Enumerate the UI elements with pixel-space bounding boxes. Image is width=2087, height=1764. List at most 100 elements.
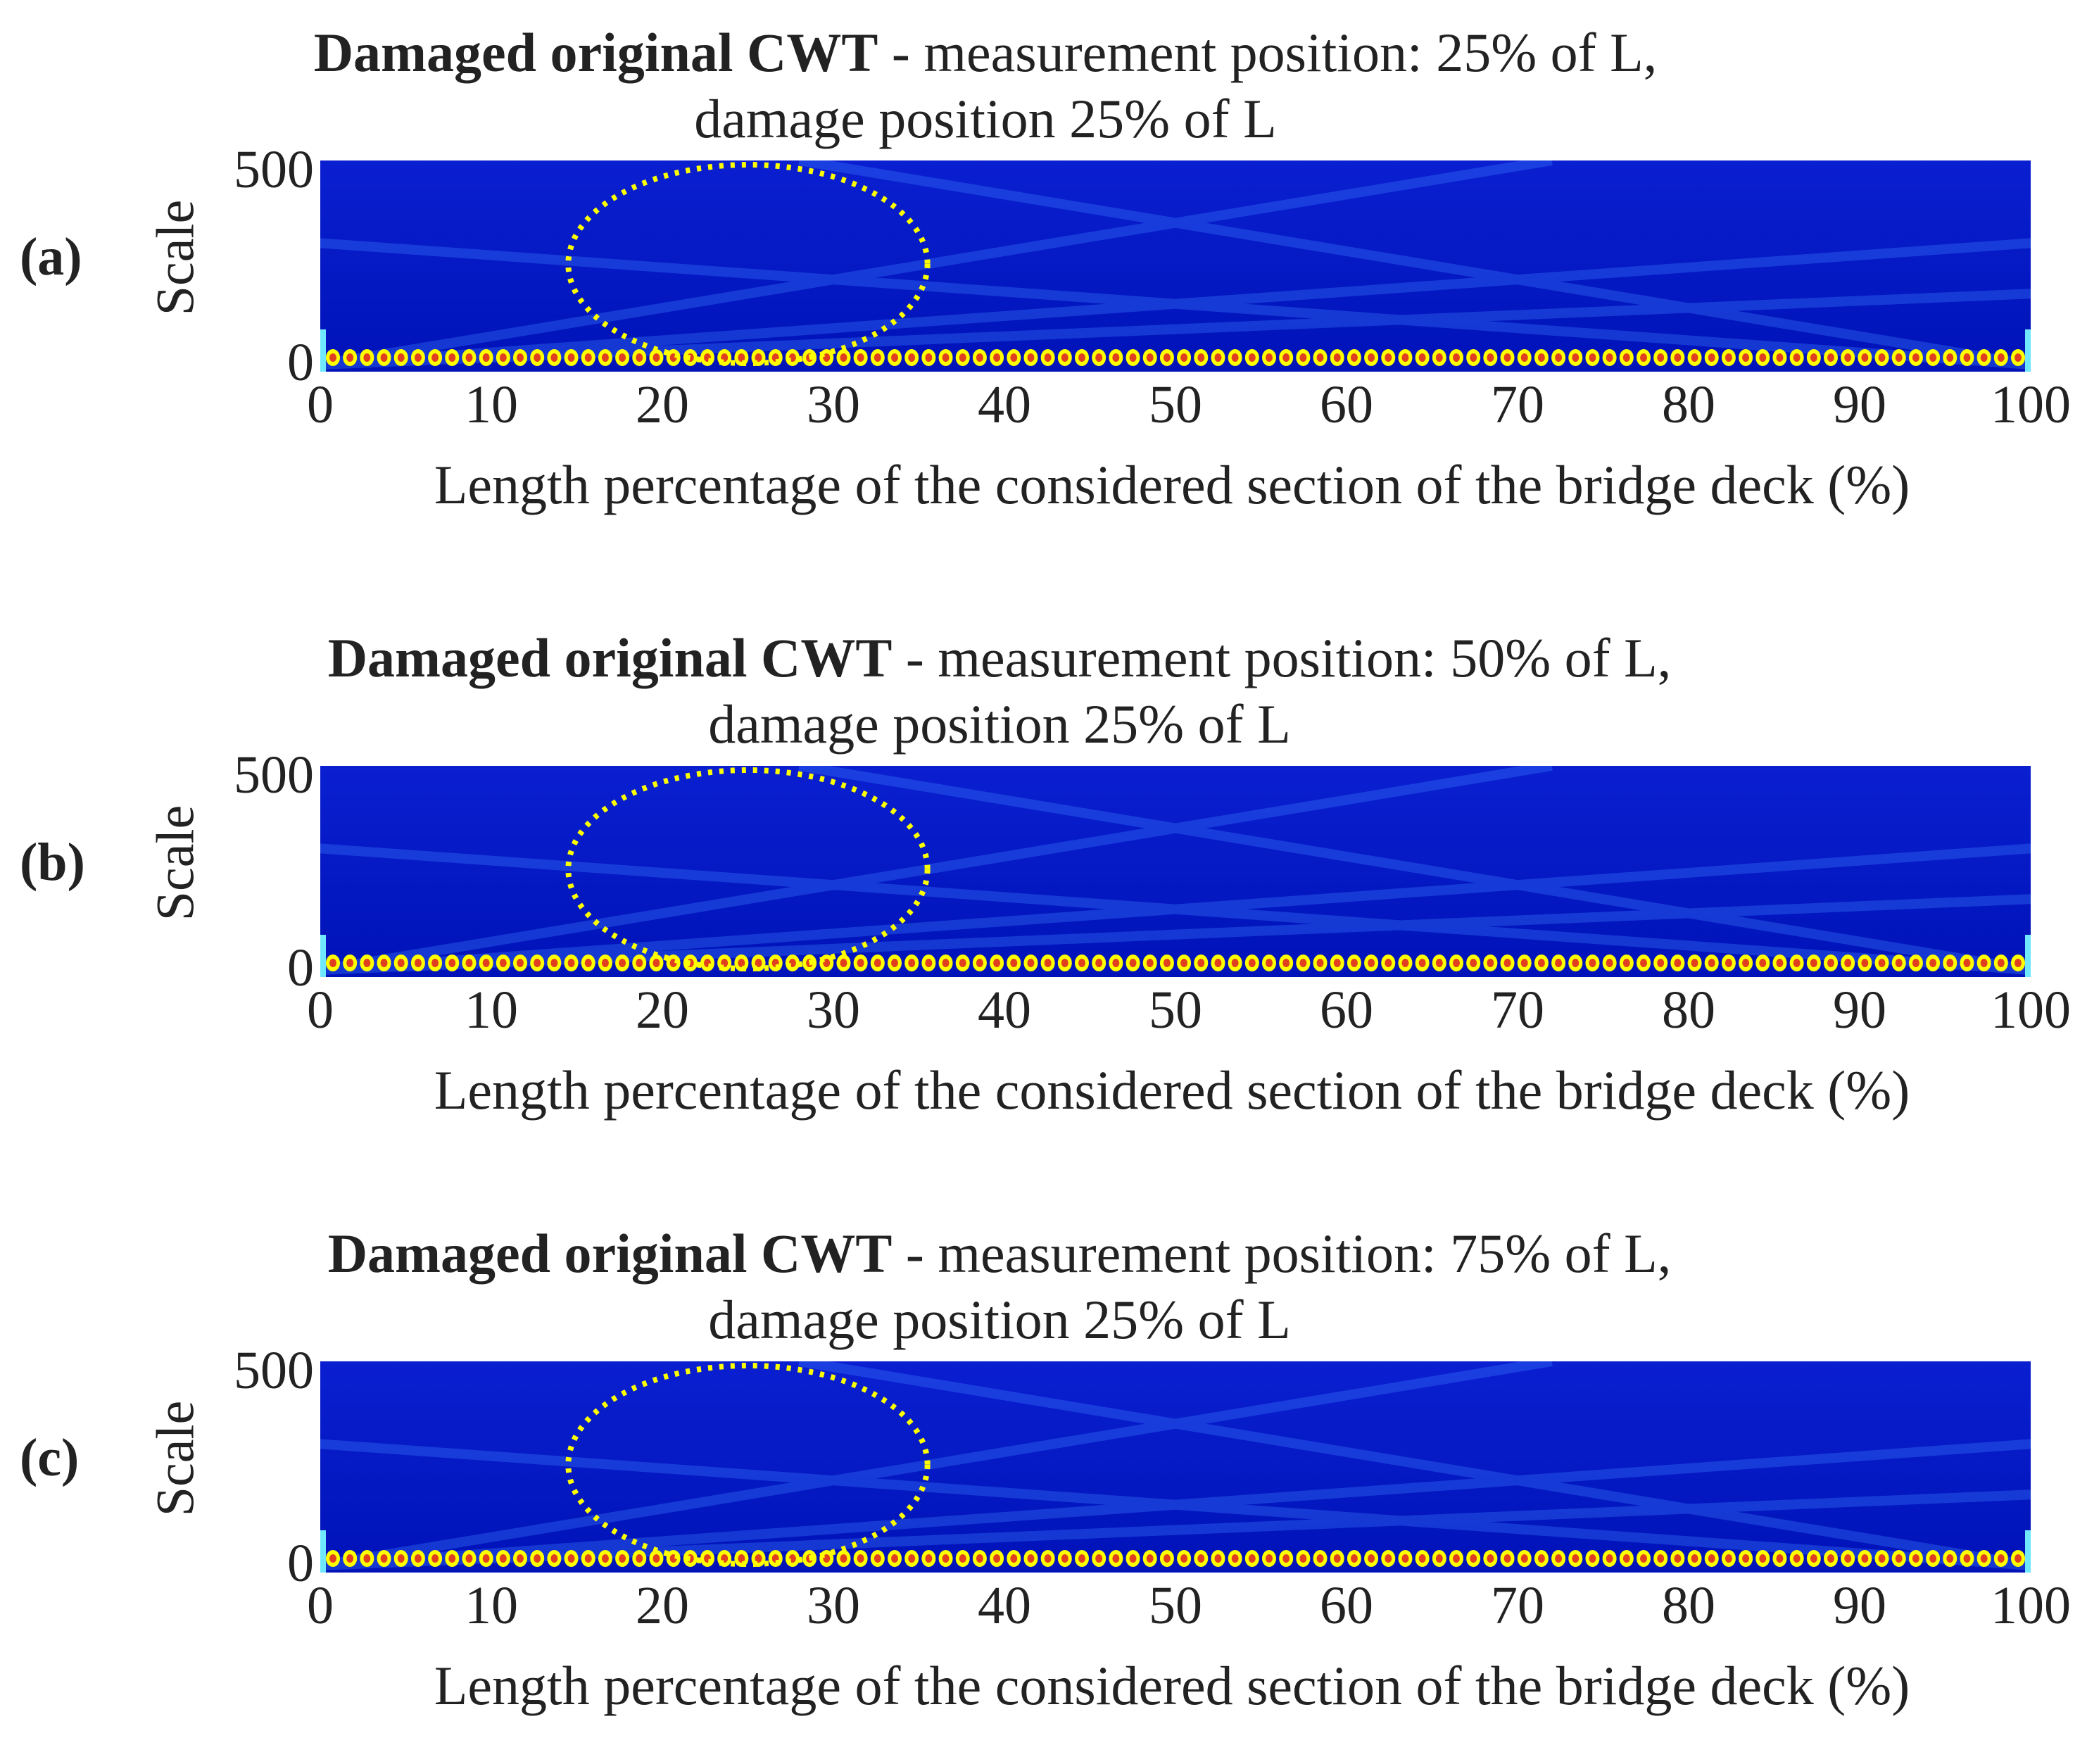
- oscillation-dot-core: [1282, 1554, 1290, 1563]
- oscillation-dot-core: [534, 959, 541, 967]
- oscillation-dot-core: [1044, 353, 1052, 362]
- damage-region-ellipse: [565, 767, 931, 971]
- chart-title: Damaged original CWT - measurement posit…: [0, 1221, 2087, 1353]
- oscillation-dot-core: [1742, 1554, 1750, 1563]
- oscillation-dot-core: [1350, 959, 1358, 967]
- oscillation-dot-core: [1231, 959, 1239, 967]
- x-tick-label: 40: [978, 375, 1031, 434]
- oscillation-dot-core: [1810, 353, 1817, 362]
- oscillation-dot-core: [1997, 353, 2005, 362]
- oscillation-dot-core: [1742, 353, 1750, 362]
- oscillation-dot-core: [1078, 959, 1085, 967]
- oscillation-dot-core: [329, 1554, 336, 1563]
- x-tick-label: 10: [465, 1576, 518, 1635]
- low-scale-oscillation-band: [326, 349, 2025, 366]
- oscillation-dot-core: [1163, 1554, 1171, 1563]
- oscillation-dot-core: [755, 959, 762, 967]
- oscillation-dot-core: [840, 1554, 847, 1563]
- oscillation-dot-core: [1044, 1554, 1052, 1563]
- oscillation-dot-core: [1929, 353, 1937, 362]
- oscillation-dot-core: [550, 1554, 558, 1563]
- oscillation-dot-core: [448, 959, 456, 967]
- oscillation-dot-core: [1520, 353, 1528, 362]
- x-axis-label: Length percentage of the considered sect…: [434, 454, 1910, 515]
- oscillation-dot-core: [857, 959, 864, 967]
- cwt-heatmap-plot: [320, 160, 2031, 372]
- oscillation-dot-core: [1214, 1554, 1222, 1563]
- oscillation-dot-core: [601, 353, 609, 362]
- oscillation-dot-core: [1793, 959, 1801, 967]
- chart-title-line2: damage position 25% of L: [694, 88, 1277, 149]
- oscillation-dot-core: [1248, 1554, 1256, 1563]
- x-tick-label: 50: [1149, 981, 1202, 1040]
- oscillation-dot-core: [363, 959, 371, 967]
- oscillation-dot-core: [1401, 353, 1409, 362]
- oscillation-dot-core: [1674, 959, 1682, 967]
- oscillation-dot-core: [874, 353, 881, 362]
- oscillation-dot-core: [1180, 959, 1188, 967]
- y-axis-label: Scale: [146, 199, 206, 316]
- chart-title-rest: - measurement position: 75% of L,: [892, 1223, 1672, 1284]
- oscillation-dot-core: [1350, 353, 1358, 362]
- oscillation-dot-core: [1827, 959, 1834, 967]
- oscillation-dot-core: [993, 959, 1001, 967]
- low-scale-oscillation-band: [326, 1550, 2025, 1567]
- oscillation-dot-core: [397, 959, 405, 967]
- oscillation-dot-core: [431, 1554, 439, 1563]
- oscillation-dot-core: [1640, 959, 1647, 967]
- oscillation-dot-core: [1333, 959, 1341, 967]
- oscillation-dot-core: [1146, 1554, 1154, 1563]
- oscillation-dot-core: [1385, 959, 1392, 967]
- oscillation-dot-core: [1810, 1554, 1817, 1563]
- oscillation-dot-core: [1112, 959, 1120, 967]
- oscillation-dot-core: [1844, 1554, 1852, 1563]
- oscillation-dot-core: [1606, 353, 1613, 362]
- oscillation-dot-core: [1027, 1554, 1035, 1563]
- oscillation-dot-core: [1640, 1554, 1647, 1563]
- oscillation-dot-core: [976, 959, 983, 967]
- oscillation-dot-core: [1282, 353, 1290, 362]
- oscillation-dot-core: [1214, 353, 1222, 362]
- oscillation-dot-core: [517, 959, 524, 967]
- oscillation-dot-core: [1435, 353, 1443, 362]
- oscillation-dot-core: [1453, 959, 1460, 967]
- oscillation-dot-core: [1027, 353, 1035, 362]
- oscillation-dot-core: [891, 959, 898, 967]
- oscillation-dot-core: [2015, 1554, 2022, 1563]
- oscillation-dot-core: [1759, 353, 1767, 362]
- oscillation-dot-core: [942, 959, 950, 967]
- oscillation-dot-core: [414, 353, 422, 362]
- oscillation-dot-core: [1878, 1554, 1886, 1563]
- x-tick-label: 100: [1991, 981, 2071, 1040]
- oscillation-dot-core: [482, 353, 490, 362]
- oscillation-dot-core: [1027, 959, 1035, 967]
- oscillation-dot-core: [1078, 1554, 1085, 1563]
- oscillation-dot-core: [1725, 1554, 1732, 1563]
- oscillation-dot-core: [1963, 353, 1971, 362]
- oscillation-dot-core: [1572, 959, 1580, 967]
- oscillation-dot-core: [1453, 353, 1460, 362]
- oscillation-dot-core: [1963, 1554, 1971, 1563]
- oscillation-dot-core: [908, 959, 916, 967]
- oscillation-dot-core: [1657, 1554, 1665, 1563]
- x-tick-label: 70: [1491, 1576, 1544, 1635]
- oscillation-dot-core: [619, 1554, 626, 1563]
- oscillation-dot-core: [1129, 353, 1137, 362]
- oscillation-dot-core: [584, 959, 592, 967]
- oscillation-dot-core: [1759, 1554, 1767, 1563]
- oscillation-dot-core: [1299, 353, 1307, 362]
- oscillation-dot-core: [1112, 353, 1120, 362]
- oscillation-dot-core: [1266, 1554, 1273, 1563]
- oscillation-dot-core: [1453, 1554, 1460, 1563]
- cone-ray: [320, 766, 1553, 975]
- oscillation-dot-core: [1401, 959, 1409, 967]
- cwt-heatmap-plot: [320, 1361, 2031, 1573]
- oscillation-dot-core: [738, 959, 745, 967]
- x-tick-label: 90: [1833, 375, 1886, 434]
- oscillation-dot-core: [1266, 959, 1273, 967]
- oscillation-dot-core: [1606, 1554, 1613, 1563]
- oscillation-dot-core: [1385, 1554, 1392, 1563]
- oscillation-dot-core: [1895, 353, 1903, 362]
- oscillation-dot-core: [1435, 959, 1443, 967]
- edge-highlight-left: [320, 329, 326, 372]
